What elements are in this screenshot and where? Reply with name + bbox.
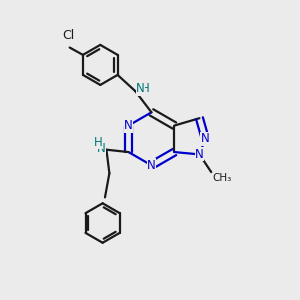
Text: N: N: [124, 119, 133, 132]
Text: Cl: Cl: [62, 29, 74, 42]
Text: N: N: [136, 82, 145, 95]
Text: N: N: [195, 148, 204, 161]
Text: N: N: [201, 132, 210, 145]
Text: CH₃: CH₃: [212, 173, 232, 183]
Text: N: N: [97, 142, 106, 155]
Text: N: N: [147, 159, 156, 172]
Text: H: H: [94, 136, 103, 148]
Text: H: H: [141, 82, 149, 95]
